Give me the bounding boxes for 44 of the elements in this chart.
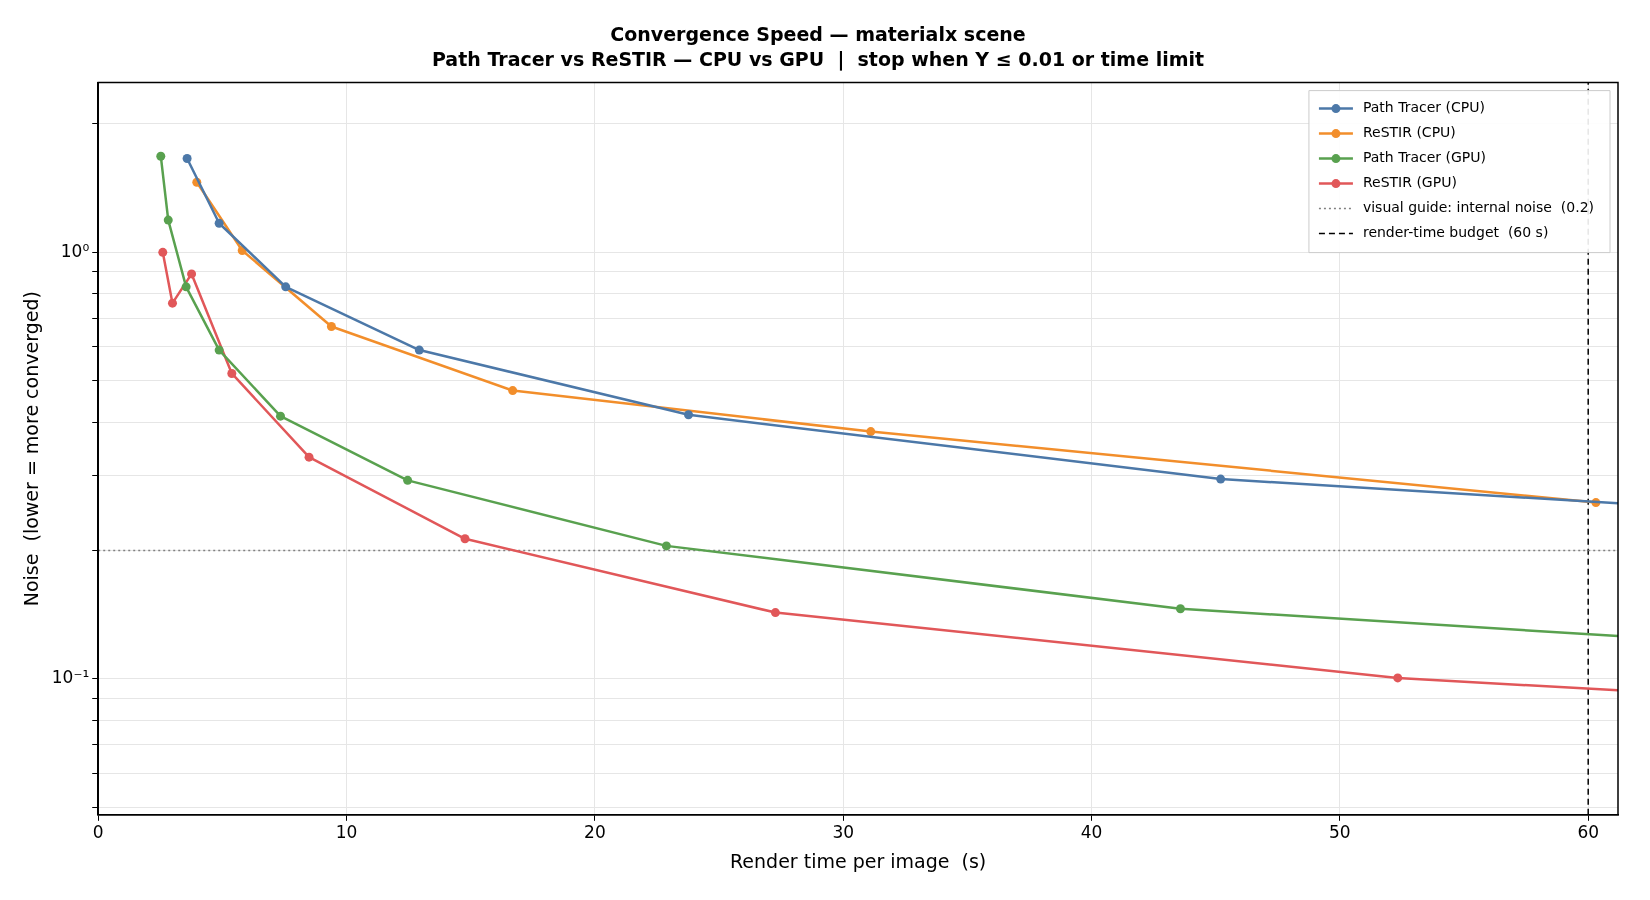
point <box>167 298 177 308</box>
point <box>1216 474 1226 484</box>
point <box>508 386 518 396</box>
x-axis-title: Render time per image (s) <box>729 849 987 872</box>
point <box>181 282 191 292</box>
point <box>866 427 876 437</box>
point <box>460 534 470 544</box>
x-tick-label: 0 <box>92 822 104 843</box>
point <box>214 218 224 228</box>
legend-label: ReSTIR (CPU) <box>1362 124 1456 141</box>
point <box>414 345 424 355</box>
legend-label: Path Tracer (GPU) <box>1362 149 1486 166</box>
legend-label: ReSTIR (GPU) <box>1362 174 1457 191</box>
point <box>326 322 336 332</box>
point <box>187 269 197 279</box>
legend-label: visual guide: internal noise (0.2) <box>1362 199 1595 216</box>
x-tick-label: 50 <box>1329 822 1351 843</box>
point <box>227 368 237 378</box>
x-tick-label: 20 <box>584 822 606 843</box>
y-axis-title: Noise (lower = more converged) <box>20 291 43 607</box>
point <box>684 410 693 420</box>
point <box>770 608 780 618</box>
chart-subtitle: Path Tracer vs ReSTIR — CPU vs GPU | stop when Y ≤ 0.01 or time limit <box>431 48 1205 72</box>
x-tick-label: 30 <box>832 822 855 843</box>
point <box>182 153 192 163</box>
point <box>661 541 671 551</box>
legend-label: Path Tracer (CPU) <box>1362 99 1485 116</box>
point <box>275 411 285 421</box>
point <box>158 247 168 257</box>
point <box>156 151 166 161</box>
point <box>281 282 291 292</box>
point <box>304 452 314 462</box>
chart-title: Convergence Speed — materialx scene <box>610 23 1026 46</box>
point <box>403 475 413 485</box>
point <box>214 345 224 355</box>
y-tick-label: 10⁰ <box>60 240 90 261</box>
point <box>1175 604 1185 614</box>
point <box>163 215 173 225</box>
ref-line-label: render-time budget (60 s) <box>1362 224 1549 241</box>
x-tick-label: 10 <box>335 822 358 843</box>
point <box>1393 673 1403 683</box>
x-tick-label: 40 <box>1080 822 1103 843</box>
y-tick-label: 10⁻¹ <box>51 667 90 688</box>
x-tick-label: 60 <box>1577 822 1600 843</box>
